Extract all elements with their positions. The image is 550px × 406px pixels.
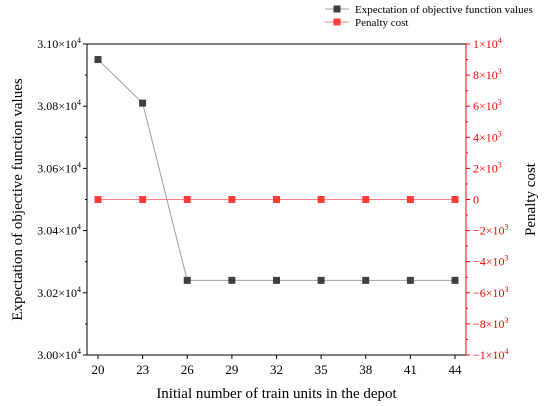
- data-point-series-1: [317, 196, 325, 203]
- x-tick-label: 23: [136, 362, 149, 377]
- left-y-tick-label: 3.10×104: [37, 36, 81, 51]
- series-line-0: [97, 59, 455, 281]
- right-y-tick-label: 8×103: [473, 67, 502, 82]
- x-tick-label: 44: [449, 362, 463, 377]
- legend-marker-1: [333, 18, 341, 26]
- right-y-tick-label: −4×103: [473, 254, 509, 269]
- data-point-series-1: [451, 196, 459, 203]
- x-tick-label: 29: [225, 362, 238, 377]
- right-y-tick-label: −1×104: [473, 347, 509, 362]
- data-point-series-1: [94, 196, 102, 203]
- left-y-tick-label: 3.02×104: [37, 285, 81, 300]
- data-point-series-1: [406, 196, 414, 203]
- data-point-series-0: [273, 276, 280, 284]
- data-point-series-0: [317, 276, 325, 284]
- data-point-series-0: [228, 276, 236, 284]
- series-layer: [94, 56, 459, 284]
- left-y-axis-title: Expectation of objective function values: [10, 78, 26, 321]
- legend-label-0: Expectation of objective function values: [355, 4, 533, 16]
- right-y-tick-label: −6×103: [473, 285, 509, 300]
- data-point-series-1: [362, 196, 370, 203]
- data-point-series-0: [451, 276, 459, 284]
- data-point-series-0: [362, 276, 370, 284]
- legend-label-1: Penalty cost: [355, 17, 408, 29]
- data-point-series-0: [406, 276, 414, 284]
- axes-layer: 20 23 26 29 32 35 38 41 44 3.00×104 3.02×104 3.04×1…: [37, 36, 508, 377]
- axis-titles: Initial number of train units in the dep…: [10, 78, 539, 402]
- x-tick-label: 20: [92, 362, 105, 377]
- right-y-tick-label: 2×103: [473, 160, 502, 175]
- legend: Expectation of objective function values…: [325, 4, 533, 29]
- x-tick-label: 35: [315, 362, 328, 377]
- data-point-series-1: [183, 196, 191, 203]
- left-y-tick-label: 3.08×104: [37, 98, 81, 113]
- x-tick-label: 38: [359, 362, 372, 377]
- left-y-tick-label: 3.04×104: [37, 223, 81, 238]
- right-y-tick-label: 4×103: [473, 129, 502, 144]
- right-y-tick-label: −2×103: [473, 223, 509, 238]
- data-point-series-1: [273, 196, 280, 203]
- x-tick-label: 32: [270, 362, 283, 377]
- right-y-tick-label: 0: [473, 193, 479, 207]
- right-y-tick-label: 1×104: [473, 36, 502, 51]
- data-point-series-0: [94, 56, 102, 64]
- x-tick-label: 26: [181, 362, 195, 377]
- x-tick-label: 41: [404, 362, 417, 377]
- data-point-series-1: [139, 196, 147, 203]
- x-axis-title: Initial number of train units in the dep…: [156, 386, 397, 402]
- legend-marker-0: [333, 5, 341, 13]
- data-point-series-0: [139, 99, 147, 107]
- left-y-tick-label: 3.06×104: [37, 160, 81, 175]
- data-point-series-0: [183, 276, 191, 284]
- left-y-tick-label: 3.00×104: [37, 347, 81, 362]
- right-y-tick-label: 6×103: [473, 98, 502, 113]
- data-point-series-1: [228, 196, 236, 203]
- right-y-axis-title: Penalty cost: [523, 162, 539, 236]
- right-y-tick-label: −8×103: [473, 316, 509, 331]
